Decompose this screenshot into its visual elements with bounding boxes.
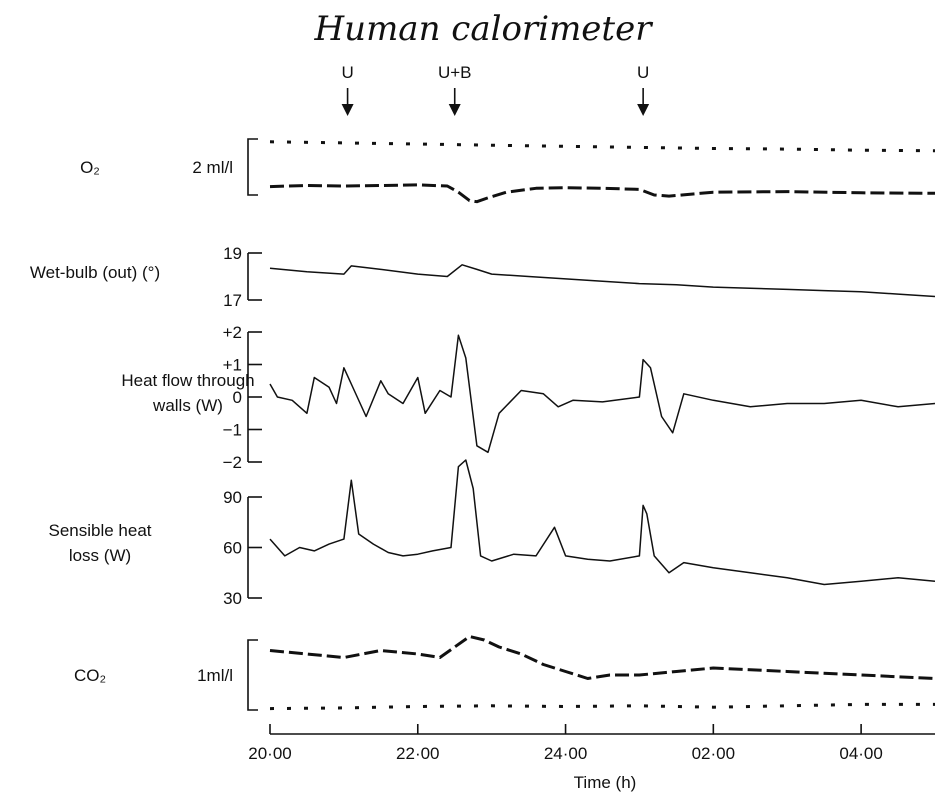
x-tick-label: 02·00 [692, 744, 735, 763]
y-tick-label: +1 [223, 356, 242, 375]
y-tick-label: 30 [223, 589, 242, 608]
x-axis-label: Time (h) [574, 773, 637, 792]
panel-label: Sensible heat loss (W) [48, 521, 151, 565]
y-tick-label: −1 [223, 421, 242, 440]
y-tick-label: 0 [233, 388, 242, 407]
y-tick-label: 60 [223, 539, 242, 558]
panel-heat-flow: Heat flow through walls (W) +2 +1 0 −1 −2 [121, 323, 935, 472]
scale-bracket [247, 138, 258, 196]
x-tick-label: 20·00 [248, 744, 291, 763]
y-tick-label: 90 [223, 488, 242, 507]
series-co2-1 [269, 702, 935, 711]
panel-label: Wet-bulb (out) (°) [30, 263, 160, 282]
series-o2-1 [269, 183, 935, 204]
y-tick-label: +2 [223, 323, 242, 342]
time-axis: 20·00 22·00 24·00 02·00 04·00 [248, 724, 935, 763]
annotation-u: U [637, 63, 649, 116]
series-wet-bulb-0 [269, 264, 935, 298]
annotation-arrows: U U+B U [341, 63, 649, 116]
x-tick-label: 22·00 [396, 744, 439, 763]
annotation-arrow-head [341, 104, 354, 116]
annotation-arrow-head [448, 104, 461, 116]
x-tick-label: 24·00 [544, 744, 587, 763]
scale-label: 2 ml/l [192, 158, 233, 177]
series-sensible-heat-0 [269, 459, 935, 586]
panel-wet-bulb: Wet-bulb (out) (°) 19 17 [30, 244, 935, 310]
series-o2-0 [269, 140, 935, 153]
panel-label: Heat flow through walls (W) [121, 371, 254, 415]
series-co2-0 [269, 635, 935, 680]
x-tick-label: 04·00 [839, 744, 882, 763]
series-heat-flow-0 [269, 334, 935, 454]
scale-bracket [247, 639, 258, 711]
annotation-arrow-head [637, 104, 650, 116]
y-tick-label: −2 [223, 453, 242, 472]
annotation-u-plus-b: U+B [438, 63, 472, 116]
chart-panels: O₂ 2 ml/l Wet-bulb (out) (°) 19 17 Heat flow … [30, 138, 935, 711]
annotation-u: U [341, 63, 354, 116]
annotation-label: U+B [438, 63, 472, 82]
annotation-label: U [637, 63, 649, 82]
panel-co2: CO₂ 1ml/l [74, 635, 935, 711]
chart-title: Human calorimeter [314, 9, 654, 49]
panel-label: O₂ [80, 158, 100, 177]
scale-label: 1ml/l [197, 666, 233, 685]
annotation-label: U [341, 63, 353, 82]
panel-label: CO₂ [74, 666, 106, 685]
panel-o2: O₂ 2 ml/l [80, 138, 935, 204]
y-tick-label: 19 [223, 244, 242, 263]
y-tick-label: 17 [223, 291, 242, 310]
panel-sensible-heat: Sensible heat loss (W) 90 60 30 [48, 459, 935, 608]
